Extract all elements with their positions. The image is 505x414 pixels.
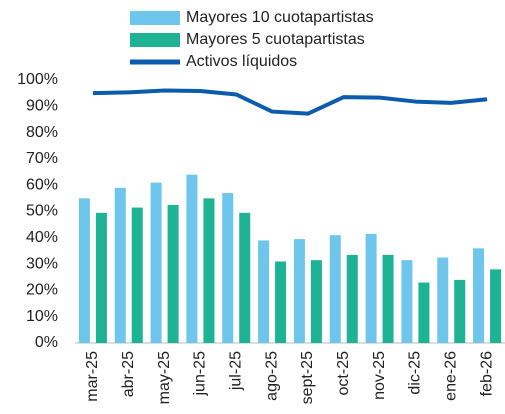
legend-label: Activos líquidos [186, 53, 297, 70]
x-tick-label: oct-25 [335, 351, 352, 396]
bar [401, 260, 413, 343]
bar [222, 193, 234, 343]
bar [275, 261, 287, 343]
bar [150, 182, 162, 343]
x-tick-label: sept-25 [299, 351, 316, 404]
bar [473, 248, 485, 343]
bar [382, 254, 394, 343]
bar [310, 260, 322, 343]
x-tick-label: ene-26 [442, 351, 459, 401]
x-tick-label: jun-25 [192, 351, 209, 397]
bar [293, 239, 305, 343]
bar [346, 254, 358, 343]
bar [167, 204, 179, 343]
x-tick-label: feb-26 [478, 351, 495, 396]
bar [239, 212, 251, 343]
bar [78, 198, 90, 343]
legend-swatch [130, 11, 180, 25]
bar [131, 207, 143, 343]
bar [258, 240, 270, 343]
bar [95, 212, 107, 343]
y-tick-label: 40% [26, 229, 58, 246]
y-tick-label: 80% [26, 124, 58, 141]
x-tick-label: may-25 [156, 351, 173, 404]
y-tick-label: 50% [26, 203, 58, 220]
y-tick-label: 90% [26, 98, 58, 115]
y-tick-label: 10% [26, 308, 58, 325]
bar [329, 235, 341, 343]
bar [114, 187, 126, 343]
bar [186, 174, 198, 343]
x-tick-label: jul-25 [227, 351, 244, 391]
legend-label: Mayores 10 cuotapartistas [186, 9, 374, 26]
bar [490, 269, 502, 343]
x-tick-label: ago-25 [263, 351, 280, 401]
y-tick-label: 60% [26, 176, 58, 193]
x-tick-label: abr-25 [120, 351, 137, 397]
bar [454, 279, 466, 343]
bar [418, 282, 430, 343]
x-tick-label: nov-25 [371, 351, 388, 400]
y-tick-label: 100% [17, 71, 58, 88]
legend-swatch [130, 33, 180, 47]
y-tick-label: 20% [26, 282, 58, 299]
x-tick-label: dic-25 [407, 351, 424, 395]
line [92, 88, 488, 116]
y-tick-label: 0% [35, 334, 58, 351]
bar [203, 198, 215, 343]
x-tick-label: mar-25 [84, 351, 101, 402]
legend-label: Mayores 5 cuotapartistas [186, 31, 365, 48]
y-tick-label: 30% [26, 255, 58, 272]
bar [437, 257, 449, 343]
y-tick-label: 70% [26, 150, 58, 167]
bar [365, 233, 377, 343]
